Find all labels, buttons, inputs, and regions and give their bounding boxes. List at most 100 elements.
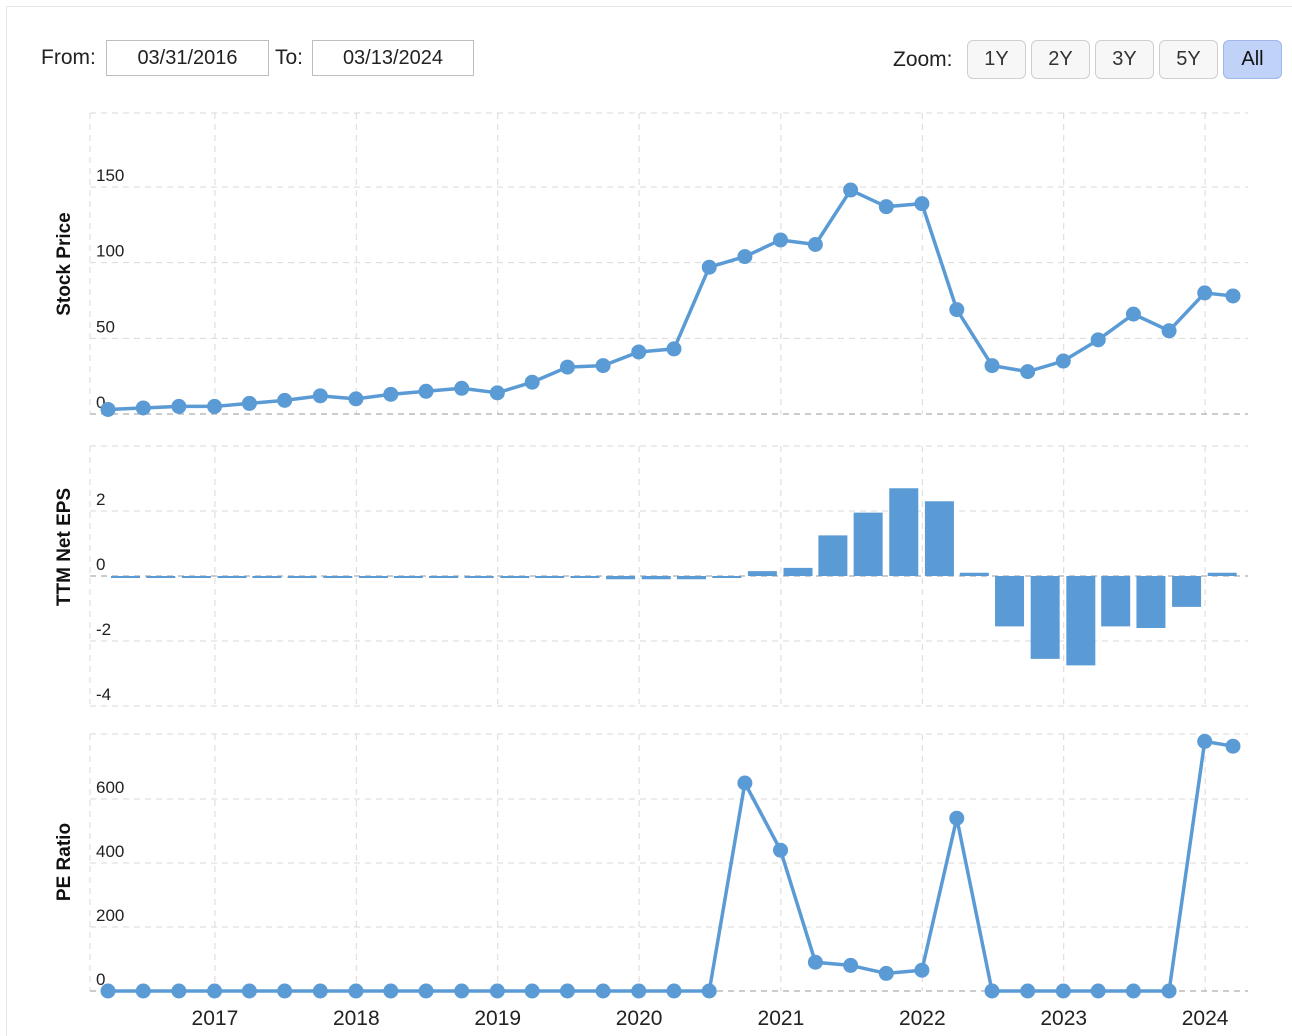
pe-ratio-point	[1161, 983, 1177, 999]
stock-price-point	[1161, 323, 1177, 339]
zoom-3y-button[interactable]: 3Y	[1095, 40, 1154, 79]
pe-ratio-point	[737, 775, 753, 791]
pe-ratio-point	[418, 983, 434, 999]
eps-bar	[641, 576, 671, 580]
eps-bar	[1207, 572, 1237, 576]
pe-ratio-point	[207, 983, 223, 999]
stock-price-point	[454, 380, 470, 396]
y-tick-label: 0	[96, 970, 105, 989]
eps-bar	[853, 512, 883, 576]
pe-ratio-point	[454, 983, 470, 999]
zoom-label: Zoom:	[893, 48, 953, 71]
eps-bar	[358, 576, 388, 578]
pe-ratio-point	[100, 983, 116, 999]
zoom-all-button[interactable]: All	[1223, 40, 1282, 79]
stock-price-point	[701, 259, 717, 275]
y-axis-title: PE Ratio	[54, 823, 75, 901]
stock-price-point	[631, 344, 647, 360]
eps-bar	[464, 576, 494, 578]
stock-price-point	[1125, 306, 1141, 322]
pe-ratio-point	[843, 957, 859, 973]
stock-price-point	[524, 374, 540, 390]
pe-ratio-point	[348, 983, 364, 999]
eps-bar	[783, 567, 813, 576]
eps-bar	[570, 576, 600, 578]
y-tick-label: 200	[96, 906, 124, 925]
eps-bar	[323, 576, 353, 578]
stock-price-point	[737, 249, 753, 265]
pe-ratio-point	[1055, 983, 1071, 999]
stock-price-point	[1090, 332, 1106, 348]
pe-ratio-point	[949, 810, 965, 826]
stock-price-point	[807, 237, 823, 253]
stock-price-point	[843, 182, 859, 198]
pe-ratio-line	[108, 739, 1234, 993]
stock-price-point	[984, 358, 1000, 374]
y-tick-label: 2	[96, 490, 105, 509]
pe-ratio-point	[595, 983, 611, 999]
y-tick-label: 0	[96, 393, 105, 412]
stock-price-point	[1020, 364, 1036, 380]
eps-bar	[287, 576, 317, 578]
eps-bar	[712, 576, 742, 578]
eps-bar	[924, 501, 954, 576]
pe-ratio-point	[1090, 983, 1106, 999]
eps-bar	[747, 571, 777, 576]
eps-bar	[181, 576, 211, 578]
stock-price-point	[595, 358, 611, 374]
pe-ratio-point	[559, 983, 575, 999]
stock-price-point	[418, 383, 434, 399]
pe-ratio-point	[1125, 983, 1141, 999]
stock-price-line	[107, 188, 1234, 412]
eps-bar	[995, 576, 1025, 627]
from-date-input[interactable]: 03/31/2016	[106, 40, 269, 76]
stock-price-point	[666, 341, 682, 357]
stock-price-point	[1197, 285, 1213, 301]
eps-bar	[959, 572, 989, 576]
eps-bar	[1030, 576, 1060, 659]
y-tick-label: 50	[96, 317, 115, 336]
pe-ratio-point	[1020, 983, 1036, 999]
pe-ratio-point	[1197, 733, 1213, 749]
x-tick-label: 2024	[1182, 1007, 1229, 1030]
x-tick-label: 2021	[758, 1007, 805, 1030]
pe-ratio-point	[312, 983, 328, 999]
stock-price-point	[914, 196, 930, 212]
zoom-1y-button[interactable]: 1Y	[967, 40, 1026, 79]
y-tick-label: 150	[96, 166, 124, 185]
to-date-input[interactable]: 03/13/2024	[312, 40, 474, 76]
stock-price-point	[100, 401, 116, 417]
eps-bar	[535, 576, 565, 578]
y-tick-label: 0	[96, 555, 105, 574]
y-tick-label: 400	[96, 842, 124, 861]
eps-bar	[146, 576, 176, 578]
pe-ratio-point	[489, 983, 505, 999]
zoom-2y-button[interactable]: 2Y	[1031, 40, 1090, 79]
x-tick-label: 2022	[899, 1007, 946, 1030]
x-tick-label: 2023	[1040, 1007, 1087, 1030]
x-tick-label: 2018	[333, 1007, 380, 1030]
stock-price-point	[559, 359, 575, 375]
stock-price-point	[207, 398, 223, 414]
pe-ratio-point	[241, 983, 257, 999]
zoom-5y-button[interactable]: 5Y	[1159, 40, 1218, 79]
pe-ratio-point	[914, 962, 930, 978]
pe-ratio-point	[135, 983, 151, 999]
y-axis-title: Stock Price	[54, 212, 75, 316]
eps-bar	[606, 576, 636, 580]
stock-price-point	[878, 199, 894, 215]
eps-bar	[1172, 576, 1202, 607]
stock-price-point	[949, 302, 965, 318]
eps-bar	[393, 576, 423, 578]
pe-ratio-point	[383, 983, 399, 999]
pe-ratio-point	[277, 983, 293, 999]
stock-price-point	[383, 386, 399, 402]
x-tick-label: 2017	[192, 1007, 239, 1030]
stock-price-point	[773, 232, 789, 248]
pe-ratio-point	[807, 954, 823, 970]
pe-ratio-point	[701, 983, 717, 999]
eps-bar	[217, 576, 247, 578]
y-axis-title: TTM Net EPS	[54, 488, 75, 606]
y-tick-label: 600	[96, 778, 124, 797]
